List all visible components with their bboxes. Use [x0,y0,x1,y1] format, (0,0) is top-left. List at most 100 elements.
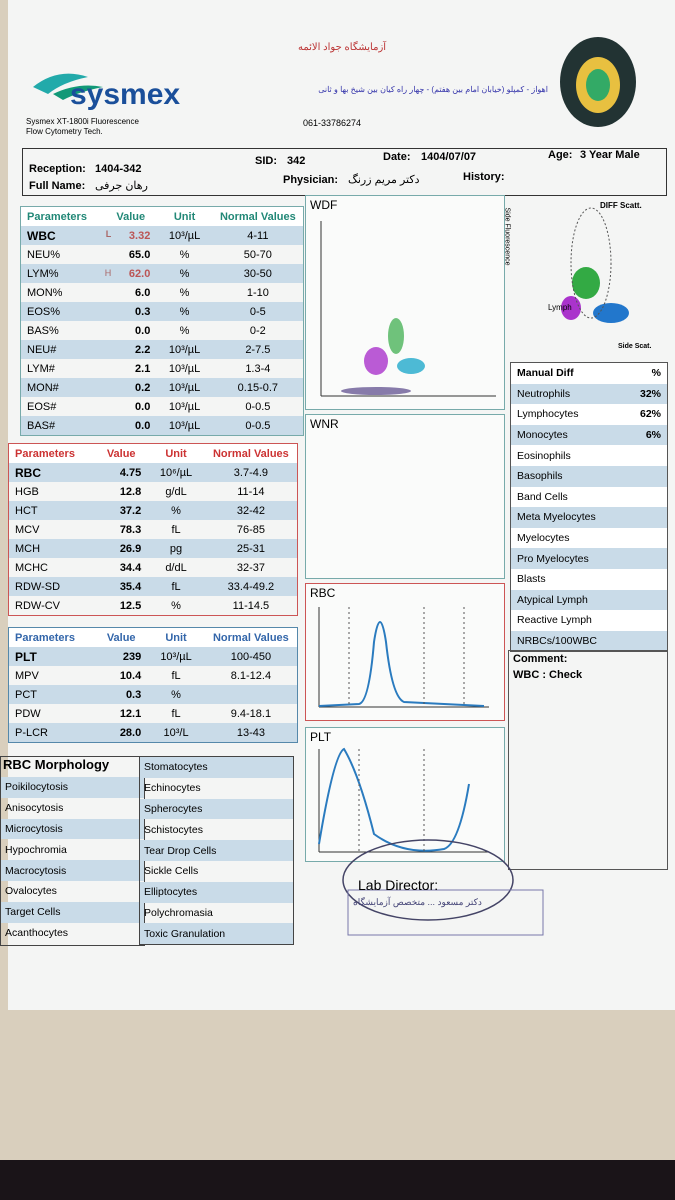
patient-box: Reception: 1404-342 Full Name: رهان جرفی… [22,148,667,196]
logo-mark [33,73,103,100]
table-row: NEU# 2.2 10³/µL 2-7.5 [21,340,303,359]
side-scatter: Side Scat. [618,343,652,350]
parameter: BAS# [21,420,111,432]
parameter: EOS# [21,401,111,413]
cell-name: Myelocytes [517,532,570,545]
normal-range: 32-37 [236,561,265,574]
unit: 10⁶/µL [159,466,193,479]
morphology-item: Echinocytes [144,782,201,795]
column-header: Normal Values [219,210,296,223]
phone: 061-33786274 [303,118,362,128]
parameter: BAS% [21,325,111,337]
morphology-item: Hypochromia [5,843,67,856]
lab-name: آزمایشگاه جواد الائمه [298,42,387,53]
column-header: Parameters [27,210,87,223]
plt-table: Parameters Value Unit Normal Values PLT 239 10… [8,627,298,743]
parameter-name: MON% [27,286,63,299]
morphology-item: Schistocytes [144,823,203,836]
parameter: P-LCR [9,727,101,739]
unit: 10³/µL [168,229,201,242]
table-row: LYM% H 62.0% 30-50 [21,264,303,283]
parameter-name: PLT [15,649,37,664]
flag: L [105,228,112,239]
unit: % [171,688,181,701]
morphology-item: Microcytosis [1,818,144,840]
diff-title: DIFF Scatt. [600,201,642,210]
table-row: MON# 0.2 10³/µL 0.15-0.7 [21,378,303,397]
diff-scatter [561,207,629,323]
table-row: MCV 78.3 fL 76-85 [9,520,297,539]
parameter: MPV [9,670,101,682]
cell-name: Reactive Lymph [517,614,592,627]
morphology-item: Stomatocytes [140,757,293,778]
normal-range: 25-31 [236,542,265,555]
parameter-name: P-LCR [15,726,49,739]
reception-label: Reception: [29,163,86,175]
parameter: NEU# [21,344,111,356]
table-header: Parameters Value Unit Normal Values [21,207,303,226]
table-row: PCT 0.3% [9,685,297,704]
column-header: Normal Values [212,447,289,460]
parameter: EOS% [21,306,111,318]
stamp [342,839,544,936]
table-header: Parameters Value Unit Normal Values [9,628,297,647]
value: 12.8 [119,485,142,498]
plt-histogram [318,747,489,853]
normal-range: 3.7-4.9 [233,466,269,479]
manual-diff-row: Atypical Lymph [511,589,667,611]
manual-diff-row: Myelocytes [511,527,667,549]
parameter: WBC L [21,229,111,243]
manual-diff-unit: % [651,367,661,380]
column-header: Value [106,631,136,644]
wdf-title: WDF [310,198,338,212]
value: 37.2 [119,504,142,517]
rbc-table: Parameters Value Unit Normal Values RBC 4.75 1… [8,443,298,616]
parameter: NEU% [21,249,111,261]
value: 0.2 [135,381,151,394]
parameter-name: MPV [15,669,39,682]
value: 4.75 [119,466,142,479]
table-row: PDW 12.1 fL 9.4-18.1 [9,704,297,723]
parameter-name: RDW-CV [15,599,61,612]
parameter: MCV [9,524,101,536]
value: 78.3 [119,523,142,536]
normal-range: 8.1-12.4 [230,669,272,682]
column-header: Value [116,210,146,223]
morphology-left-box: RBC Morphology Poikilocytosis Anisocytosi… [0,756,145,946]
wdf-scatter [320,221,496,397]
date-label: Date: [383,151,411,163]
morphology-item: Ovalocytes [5,885,57,898]
parameter-name: MON# [27,381,59,394]
wbc-table: Parameters Value Unit Normal Values WBC L 3.32… [20,206,304,436]
parameter: HCT [9,505,101,517]
normal-range: 100-450 [230,650,272,663]
parameter-name: MCHC [15,561,48,574]
value: 0.0 [135,400,151,413]
plt-panel: PLT [305,727,505,862]
unit: 10³/µL [168,419,201,432]
history-label: History: [463,171,505,183]
unit: % [171,504,181,517]
parameter-name: RBC [15,465,41,480]
age: 3 Year Male [580,149,640,161]
comment-box: Comment: WBC : Check [508,650,668,870]
normal-range: 33.4-49.2 [227,580,275,593]
table-row: NEU% 65.0% 50-70 [21,245,303,264]
rbc-histogram [318,607,489,708]
lab-emblem [560,37,636,127]
table-row: HGB 12.8 g/dL 11-14 [9,482,297,501]
diff-panel: DIFF Scatt. Side Fluorescence Side Scat.… [503,193,668,358]
cell-name: Lymphocytes [517,408,579,421]
lab-director-label: Lab Director: [358,877,439,893]
value: 0.0 [135,324,151,337]
parameter: MON% [21,287,111,299]
value: 62.0 [128,267,151,280]
patient-name: رهان جرفی [95,180,148,192]
morphology-item: Sickle Cells [144,865,199,878]
table-row: MCHC 34.4 d/dL 32-37 [9,558,297,577]
manual-diff-row: Meta Myelocytes [511,507,667,528]
table-row: P-LCR 28.0 10³/L 13-43 [9,723,297,742]
value: 65.0 [128,248,151,261]
manual-diff-row: Basophils [511,465,667,487]
value: 26.9 [119,542,142,555]
